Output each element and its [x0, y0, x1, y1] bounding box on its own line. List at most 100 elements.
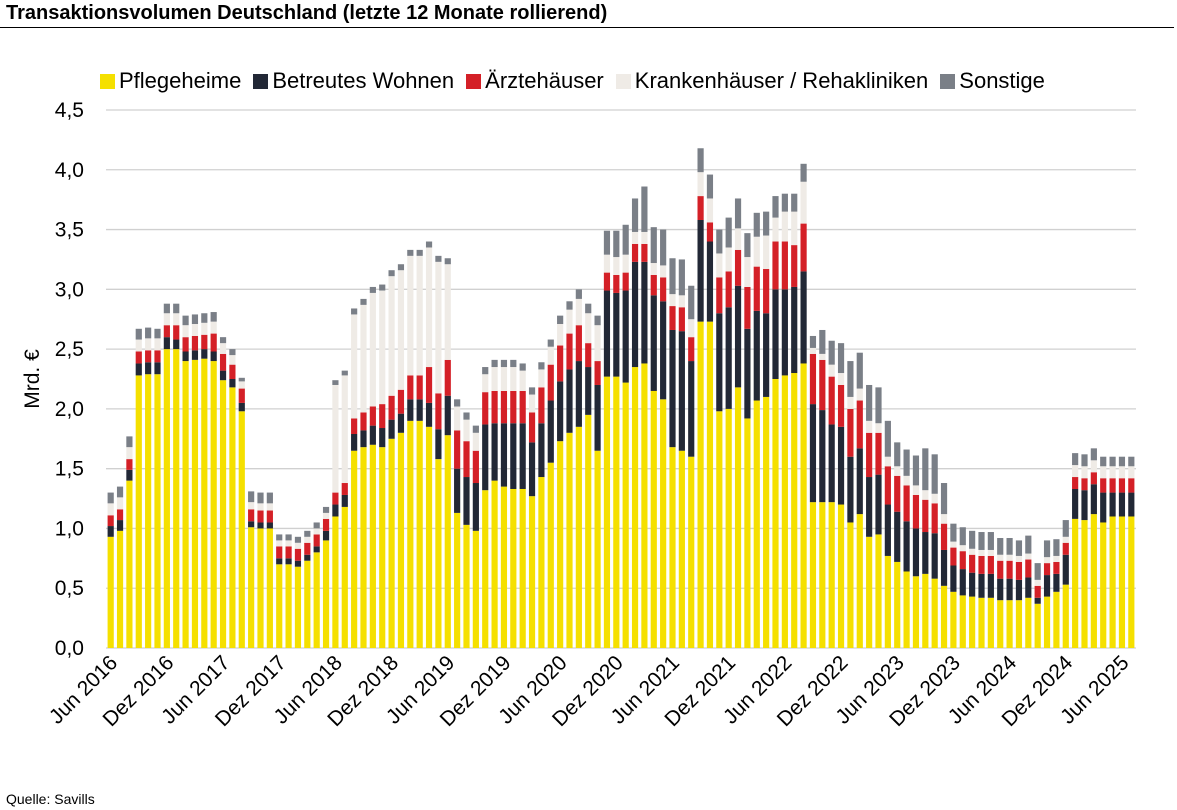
bar-segment: [688, 337, 695, 362]
bar-segment: [978, 532, 985, 550]
bar-segment: [416, 249, 423, 256]
bar-segment: [622, 224, 629, 255]
bar-segment: [444, 435, 451, 648]
bar-segment: [613, 376, 620, 648]
bar-segment: [229, 364, 236, 379]
bar-segment: [781, 211, 788, 242]
bar-segment: [791, 286, 798, 374]
bar-segment: [388, 438, 395, 648]
bar-segment: [912, 494, 920, 529]
bar-segment: [1118, 456, 1126, 467]
bar-segment: [706, 321, 714, 648]
bar-segment: [959, 569, 966, 596]
bar-segment: [1062, 520, 1069, 537]
bar-segment: [126, 436, 133, 448]
bar-segment: [248, 491, 255, 503]
bar-segment: [594, 384, 601, 451]
bar-segment: [266, 503, 273, 511]
bar-segment: [519, 423, 526, 489]
bar-segment: [276, 540, 283, 547]
bar-segment: [1081, 520, 1088, 648]
bar-segment: [1006, 578, 1013, 601]
bar-segment: [510, 367, 517, 391]
bar-segment: [828, 364, 835, 377]
bar-segment: [847, 456, 854, 523]
bar-segment: [379, 404, 386, 429]
bar-segment: [1090, 484, 1097, 515]
bar-segment: [1006, 538, 1013, 555]
bar-segment: [360, 447, 367, 648]
bar-segment: [837, 384, 845, 427]
bar-segment: [182, 325, 189, 338]
bar-segment: [388, 419, 395, 439]
bar-segment: [425, 247, 433, 368]
bar-segment: [594, 325, 601, 362]
bar-segment: [997, 554, 1004, 561]
bar-segment: [884, 420, 891, 457]
bar-segment: [669, 329, 676, 448]
bar-segment: [1118, 466, 1126, 479]
bar-segment: [547, 346, 554, 365]
bar-segment: [379, 428, 386, 448]
bar-segment: [734, 285, 742, 388]
bar-segment: [369, 444, 376, 648]
bar-segment: [697, 172, 704, 197]
bar-segment: [1006, 600, 1013, 648]
bar-segment: [229, 349, 236, 356]
bar-segment: [313, 522, 320, 529]
bar-segment: [978, 573, 985, 598]
bar-segment: [454, 468, 461, 513]
bar-segment: [126, 469, 133, 481]
bar-segment: [285, 540, 292, 547]
bar-segment: [500, 359, 508, 368]
bar-segment: [229, 387, 236, 648]
bar-segment: [163, 303, 170, 314]
bar-segment: [238, 402, 245, 412]
bar-segment: [781, 375, 788, 648]
bar-segment: [678, 259, 685, 296]
bar-segment: [257, 503, 264, 511]
bar-segment: [294, 566, 302, 648]
bar-segment: [959, 527, 966, 546]
bar-segment: [107, 526, 114, 537]
bar-segment: [510, 359, 517, 368]
bar-segment: [266, 522, 273, 529]
bar-segment: [1006, 554, 1013, 561]
bar-segment: [809, 353, 817, 405]
bar-segment: [641, 186, 648, 232]
bar-segment: [210, 333, 217, 352]
bar-segment: [416, 255, 423, 376]
bar-segment: [940, 483, 948, 515]
bar-segment: [379, 447, 386, 648]
bar-segment: [781, 289, 788, 376]
bar-segment: [107, 515, 114, 527]
bar-segment: [978, 597, 985, 648]
bar-segment: [219, 353, 227, 371]
bar-segment: [1072, 453, 1079, 466]
bar-segment: [997, 600, 1004, 648]
bar-segment: [631, 261, 639, 368]
bar-segment: [585, 343, 592, 368]
bar-segment: [107, 536, 114, 648]
bar-segment: [1109, 466, 1116, 479]
bar-segment: [1034, 563, 1041, 580]
bar-segment: [1109, 456, 1116, 467]
bar-segment: [163, 337, 170, 350]
bar-segment: [1118, 492, 1126, 517]
bar-segment: [753, 236, 760, 267]
bar-segment: [903, 521, 910, 572]
bar-segment: [416, 375, 423, 400]
bar-segment: [828, 502, 835, 648]
bar-segment: [763, 211, 770, 236]
bar-segment: [1034, 579, 1041, 586]
bar-segment: [940, 549, 948, 586]
bar-segment: [201, 313, 208, 323]
bar-segment: [238, 381, 245, 389]
bar-segment: [294, 560, 302, 567]
bar-segment: [1043, 596, 1051, 648]
bar-segment: [744, 328, 751, 419]
bar-segment: [173, 339, 180, 350]
bar-segment: [763, 235, 770, 270]
legend-item-betreutes-wohnen: Betreutes Wohnen: [253, 68, 454, 94]
bar-segment: [425, 402, 433, 427]
